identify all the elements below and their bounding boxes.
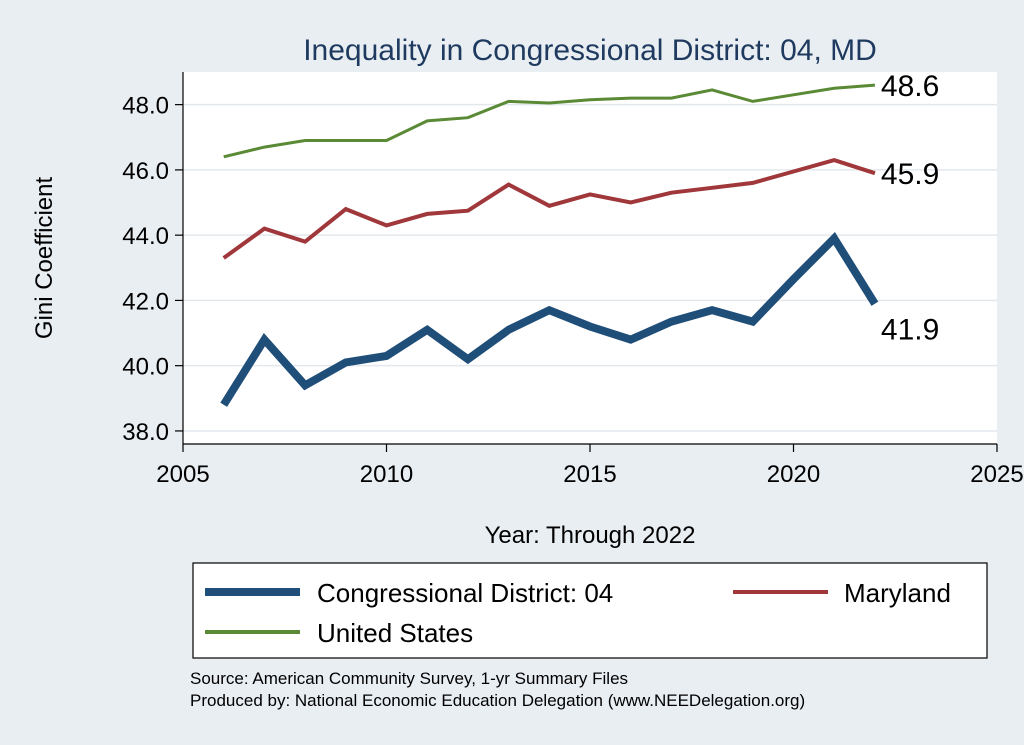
y-tick-label: 44.0 (122, 223, 169, 250)
x-tick-label: 2015 (563, 461, 616, 488)
y-tick-label: 42.0 (122, 288, 169, 315)
y-axis-title: Gini Coefficient (31, 177, 58, 340)
series-line-united-states (223, 83, 876, 159)
series-line-maryland (222, 158, 876, 260)
y-tick-label: 46.0 (122, 158, 169, 185)
y-tick-label: 48.0 (122, 93, 169, 120)
y-tick-label: 38.0 (122, 419, 169, 446)
legend-box (192, 562, 988, 659)
series-lines (220, 83, 879, 407)
end-label-district: 41.9 (881, 314, 939, 347)
x-tick-label: 2010 (360, 461, 413, 488)
gridlines (183, 103, 997, 432)
end-label-maryland: 45.9 (881, 158, 939, 191)
y-ticks: 38.0 40.0 42.0 44.0 46.0 48.0 (122, 93, 183, 446)
legend-label-maryland: Maryland (844, 578, 951, 608)
x-axis-title: Year: Through 2022 (485, 522, 696, 549)
legend-label-united-states: United States (317, 618, 473, 648)
x-ticks: 2005 2010 2015 2020 2025 (156, 444, 1024, 488)
legend: Congressional District: 04 Maryland Unit… (192, 562, 988, 659)
legend-label-district: Congressional District: 04 (317, 578, 613, 608)
series-line-district (220, 232, 879, 407)
source-line-1: Source: American Community Survey, 1-yr … (190, 669, 628, 688)
end-label-united-states: 48.6 (881, 70, 939, 103)
x-tick-label: 2020 (767, 461, 820, 488)
y-tick-label: 40.0 (122, 354, 169, 381)
x-tick-label: 2025 (970, 461, 1023, 488)
x-tick-label: 2005 (156, 461, 209, 488)
chart-title: Inequality in Congressional District: 04… (303, 34, 877, 67)
source-line-2: Produced by: National Economic Education… (190, 691, 805, 710)
end-labels: 48.6 45.9 41.9 (881, 70, 939, 347)
